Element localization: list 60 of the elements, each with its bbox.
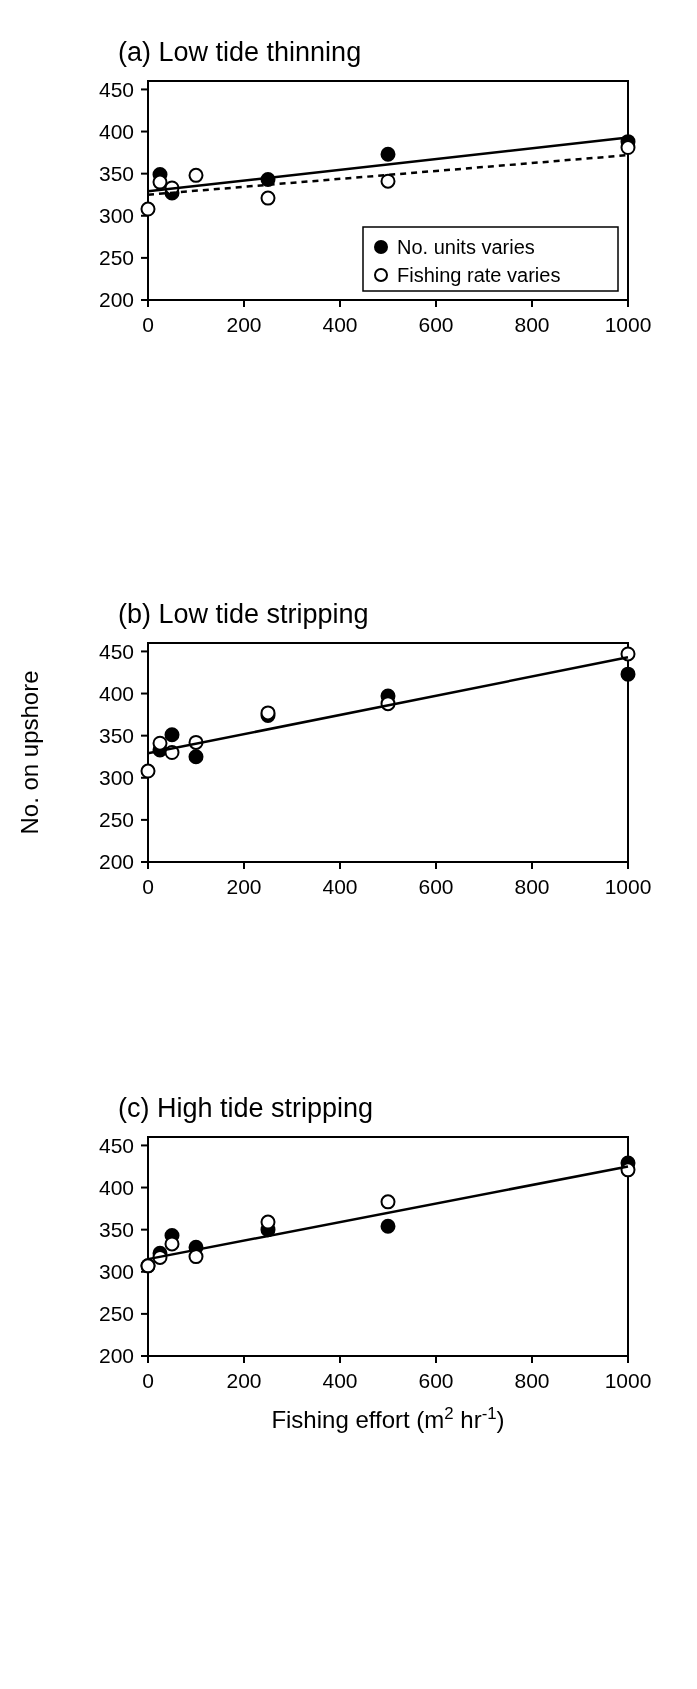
chart-title: (c) High tide stripping [118, 1093, 374, 1123]
x-axis-title: Fishing effort (m$^{2}$ hr$^{-1}$) [271, 1403, 505, 1433]
legend-label: Fishing rate varies [397, 264, 561, 286]
y-tick-label: 300 [98, 1260, 134, 1284]
point [380, 146, 396, 162]
x-tick-label: 600 [418, 875, 454, 898]
y-tick-label: 200 [98, 1344, 134, 1368]
x-tick-label: 200 [226, 1369, 262, 1392]
chart-title: (a) Low tide thinning [118, 37, 362, 67]
y-tick-label: 250 [98, 246, 134, 270]
x-tick-label: 0 [142, 1369, 154, 1392]
y-tick-label: 400 [98, 119, 134, 143]
point [140, 201, 156, 217]
x-tick-label: 1000 [604, 1369, 652, 1392]
y-tick-label: 300 [98, 766, 134, 790]
y-tick-label: 450 [98, 77, 134, 101]
y-tick-label: 350 [98, 724, 134, 747]
point [620, 666, 636, 682]
y-tick-label: 250 [98, 1302, 134, 1326]
point [620, 140, 636, 156]
point [380, 173, 396, 189]
y-tick-label: 450 [98, 639, 134, 663]
y-tick-label: 400 [98, 1175, 134, 1199]
y-tick-label: 350 [98, 162, 134, 185]
x-tick-label: 800 [514, 1369, 550, 1392]
x-tick-label: 200 [226, 875, 262, 898]
x-tick-label: 400 [322, 1369, 358, 1392]
point [260, 190, 276, 206]
x-tick-label: 600 [418, 313, 454, 336]
point [380, 1194, 396, 1210]
x-tick-label: 0 [142, 313, 154, 336]
point [164, 727, 180, 743]
x-tick-label: 400 [322, 875, 358, 898]
legend-label: No. units varies [397, 236, 535, 258]
y-tick-label: 350 [98, 1218, 134, 1241]
point [188, 749, 204, 765]
x-tick-label: 800 [514, 875, 550, 898]
y-tick-label: 400 [98, 681, 134, 705]
x-tick-label: 600 [418, 1369, 454, 1392]
x-tick-label: 400 [322, 313, 358, 336]
chart-title: (b) Low tide stripping [118, 599, 369, 629]
x-tick-label: 1000 [604, 875, 652, 898]
y-tick-label: 250 [98, 808, 134, 832]
x-tick-label: 200 [226, 313, 262, 336]
point [152, 174, 168, 190]
y-tick-label: 450 [98, 1133, 134, 1157]
y-tick-label: 200 [98, 850, 134, 874]
x-tick-label: 0 [142, 875, 154, 898]
point [164, 1236, 180, 1252]
x-tick-label: 1000 [604, 313, 652, 336]
point [260, 1214, 276, 1230]
point [152, 735, 168, 751]
point [188, 1249, 204, 1265]
point [188, 167, 204, 183]
point [380, 1218, 396, 1234]
y-tick-label: 300 [98, 204, 134, 228]
x-tick-label: 800 [514, 313, 550, 336]
y-axis-title: No. on upshore [16, 670, 43, 835]
y-tick-label: 200 [98, 288, 134, 312]
point [140, 763, 156, 779]
